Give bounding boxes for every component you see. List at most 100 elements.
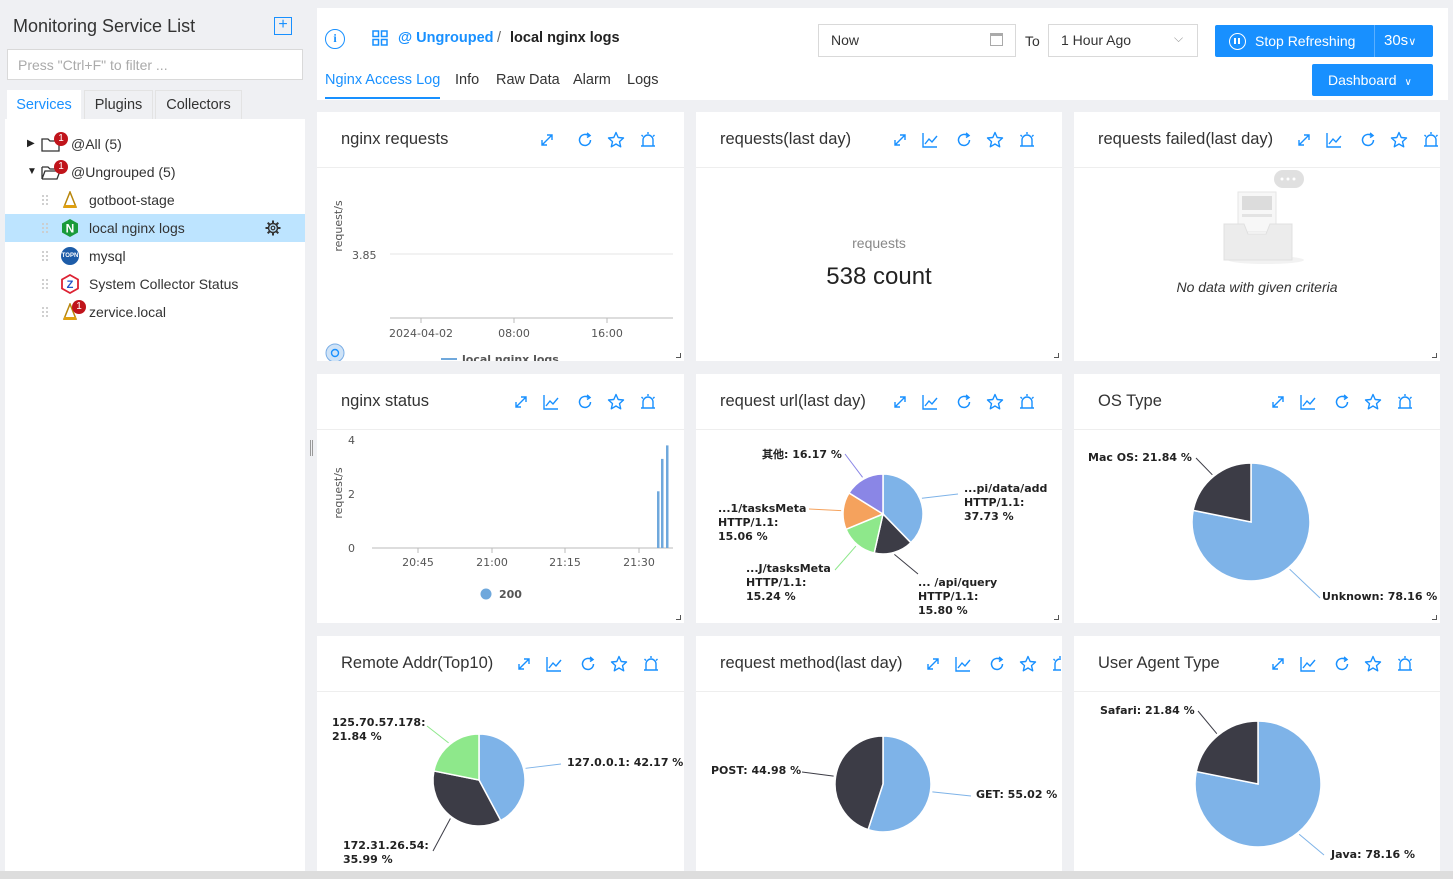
expand-icon[interactable]: [1269, 393, 1287, 411]
alarm-icon[interactable]: [1018, 131, 1036, 149]
line-chart-icon[interactable]: [921, 131, 939, 149]
tree-item-zervice-local[interactable]: 1 zervice.local: [5, 298, 305, 326]
pie-label: 125.70.57.178: 21.84 %: [332, 716, 425, 743]
pie-slice: [478, 733, 526, 822]
expand-icon[interactable]: [515, 655, 533, 673]
star-icon[interactable]: [610, 655, 628, 673]
panel-title: nginx status: [341, 392, 430, 410]
expand-icon[interactable]: [891, 393, 909, 411]
breadcrumb-group[interactable]: @ Ungrouped: [398, 30, 494, 46]
time-from-picker[interactable]: Now: [818, 24, 1016, 57]
horizontal-scrollbar[interactable]: [0, 871, 1453, 879]
refresh-icon[interactable]: [988, 655, 1006, 673]
tree-group-ungrouped[interactable]: ▼ 1 @Ungrouped (5): [5, 158, 305, 186]
pie-label: GET: 55.02 %: [976, 788, 1057, 801]
refresh-icon[interactable]: [955, 393, 973, 411]
tab-services[interactable]: Services: [7, 90, 81, 119]
panel-title: Remote Addr(Top10): [341, 654, 494, 672]
tree-group-all[interactable]: ▶ 1 @All (5): [5, 130, 305, 158]
resize-handle[interactable]: [1432, 353, 1437, 358]
alarm-icon[interactable]: [1396, 393, 1414, 411]
pause-icon: [1229, 33, 1246, 50]
resize-handle[interactable]: [1054, 353, 1059, 358]
star-icon[interactable]: [1019, 655, 1037, 673]
dashboard-button[interactable]: Dashboard ∨: [1312, 64, 1433, 96]
drag-handle-icon[interactable]: [41, 306, 49, 318]
expand-icon[interactable]: [1269, 655, 1287, 673]
tab-nginx-access-log[interactable]: Nginx Access Log: [325, 72, 441, 88]
expand-icon[interactable]: [1295, 131, 1313, 149]
info-icon[interactable]: i: [325, 29, 345, 49]
line-chart-icon[interactable]: [1325, 131, 1343, 149]
resize-handle[interactable]: [1432, 615, 1437, 620]
drag-handle-icon[interactable]: [41, 194, 49, 206]
drag-handle-icon[interactable]: [41, 278, 49, 290]
alarm-icon[interactable]: [642, 655, 660, 673]
alarm-icon[interactable]: [1396, 655, 1414, 673]
splitter-handle[interactable]: [310, 440, 313, 456]
star-icon[interactable]: [1364, 655, 1382, 673]
alarm-icon[interactable]: [1422, 131, 1440, 149]
alarm-icon[interactable]: [1018, 393, 1036, 411]
y-tick-label: 3.85: [352, 249, 377, 262]
drag-handle-icon[interactable]: [41, 222, 49, 234]
tab-alarm[interactable]: Alarm: [573, 72, 611, 88]
panel-title: requests(last day): [720, 130, 852, 148]
refresh-icon[interactable]: [579, 655, 597, 673]
star-icon[interactable]: [1390, 131, 1408, 149]
alert-badge: 1: [54, 160, 68, 174]
resize-handle[interactable]: [1054, 615, 1059, 620]
chevron-down-icon[interactable]: ⌵: [1174, 31, 1184, 45]
expand-icon[interactable]: [891, 131, 909, 149]
refresh-icon[interactable]: [576, 393, 594, 411]
star-icon[interactable]: [607, 131, 625, 149]
resize-handle[interactable]: [676, 615, 681, 620]
refresh-icon[interactable]: [1333, 393, 1351, 411]
star-icon[interactable]: [986, 393, 1004, 411]
tab-info[interactable]: Info: [455, 72, 480, 88]
refresh-icon[interactable]: [576, 131, 594, 149]
tree-item-mysql[interactable]: TOPN mysql: [5, 242, 305, 270]
filter-input[interactable]: [7, 49, 303, 80]
expand-icon[interactable]: [924, 655, 942, 673]
tab-plugins[interactable]: Plugins: [84, 90, 153, 119]
tree-item-local-nginx-logs[interactable]: N local nginx logs: [5, 214, 305, 242]
caret-down-icon[interactable]: ▼: [27, 166, 37, 177]
add-service-icon[interactable]: +: [274, 17, 292, 35]
line-chart-icon[interactable]: [1299, 393, 1317, 411]
alarm-icon[interactable]: [639, 393, 657, 411]
alarm-icon[interactable]: [1051, 655, 1061, 673]
settings-fab-icon: [325, 343, 345, 361]
grid-icon[interactable]: [372, 30, 388, 46]
drag-handle-icon[interactable]: [41, 250, 49, 262]
time-to-select[interactable]: 1 Hour Ago: [1048, 24, 1198, 57]
expand-icon[interactable]: [538, 131, 556, 149]
expand-icon[interactable]: [512, 393, 530, 411]
star-icon[interactable]: [607, 393, 625, 411]
refresh-icon[interactable]: [1359, 131, 1377, 149]
tree-item-system-collector-status[interactable]: Z System Collector Status: [5, 270, 305, 298]
gear-icon[interactable]: [265, 220, 281, 236]
star-icon[interactable]: [986, 131, 1004, 149]
refresh-interval-select[interactable]: 30s∨: [1375, 25, 1433, 57]
star-icon[interactable]: [1364, 393, 1382, 411]
line-chart-icon[interactable]: [921, 393, 939, 411]
tree-item-gotboot-stage[interactable]: gotboot-stage: [5, 186, 305, 214]
refresh-icon[interactable]: [1333, 655, 1351, 673]
alarm-icon[interactable]: [639, 131, 657, 149]
pie-slice: [867, 735, 932, 833]
pie-label: POST: 44.98 %: [711, 764, 801, 777]
line-chart-icon[interactable]: [542, 393, 560, 411]
tab-raw-data[interactable]: Raw Data: [496, 72, 560, 88]
resize-handle[interactable]: [676, 353, 681, 358]
tab-collectors[interactable]: Collectors: [155, 90, 242, 119]
refresh-icon[interactable]: [955, 131, 973, 149]
panel-title: nginx requests: [341, 130, 449, 148]
line-chart-icon[interactable]: [954, 655, 972, 673]
line-chart-icon[interactable]: [1299, 655, 1317, 673]
caret-right-icon[interactable]: ▶: [27, 138, 35, 149]
tab-logs[interactable]: Logs: [627, 72, 659, 88]
calendar-icon[interactable]: [990, 33, 1003, 46]
request-method-pie: GET: 55.02 % POST: 44.98 %: [711, 735, 1057, 833]
line-chart-icon[interactable]: [545, 655, 563, 673]
